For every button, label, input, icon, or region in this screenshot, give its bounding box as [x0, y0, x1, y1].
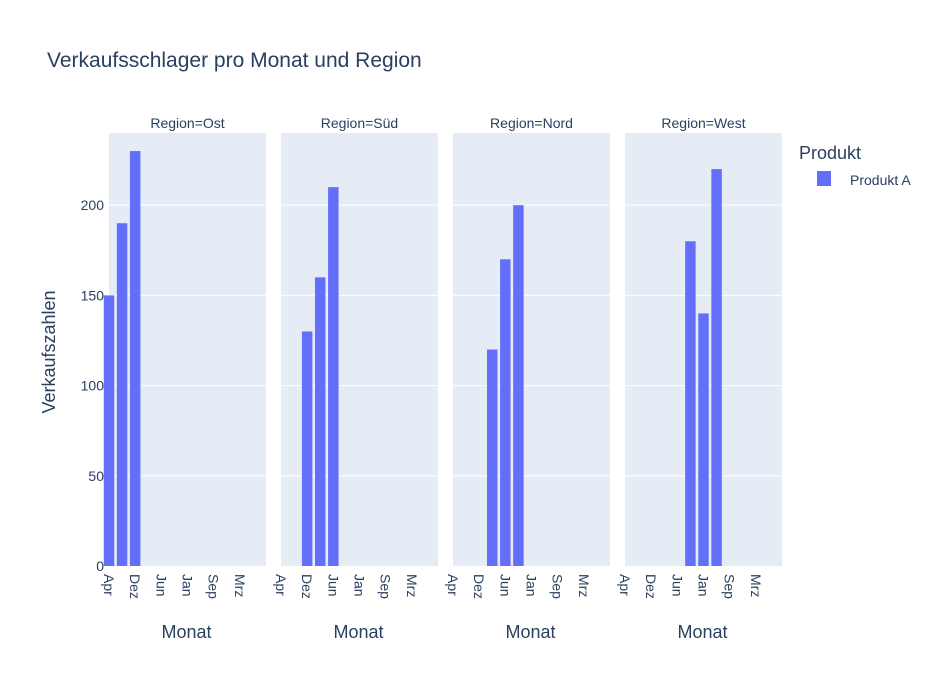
bar	[513, 205, 524, 566]
x-tick-label: Mrz	[748, 574, 764, 597]
bar	[328, 187, 339, 566]
x-tick-label: Mrz	[576, 574, 592, 597]
bar	[698, 313, 709, 566]
facet-1: Region=Ost Apr Dez Jun Jan Sep Mrz Monat	[101, 115, 266, 642]
x-tick-label: Mrz	[404, 574, 420, 597]
facet-3: Region=Nord Apr Dez Jun Jan Sep Mrz Monat	[445, 115, 610, 642]
y-tick-label: 150	[81, 287, 105, 303]
legend-title: Produkt	[799, 143, 861, 163]
x-tick-label: Jun	[669, 574, 685, 597]
facet-title: Region=Süd	[321, 115, 398, 131]
legend: Produkt Produkt A	[799, 143, 911, 188]
x-tick-label: Apr	[273, 574, 289, 596]
y-tick-label: 100	[81, 378, 105, 394]
bar	[711, 169, 722, 567]
facet-title: Region=West	[661, 115, 745, 131]
bar	[500, 259, 511, 566]
legend-swatch	[817, 171, 831, 186]
y-tick-label: 50	[88, 468, 104, 484]
x-axis-title: Monat	[505, 622, 555, 642]
facet-4: Region=West Apr Dez Jun Jan Sep Mrz Monat	[617, 115, 782, 642]
x-axis-title: Monat	[677, 622, 727, 642]
bar	[315, 277, 326, 566]
x-tick-label: Mrz	[232, 574, 248, 597]
x-tick-label: Sep	[550, 574, 566, 599]
y-tick-label: 200	[81, 197, 105, 213]
legend-label: Produkt A	[850, 172, 911, 188]
facet-2: Region=Süd Apr Dez Jun Jan Sep Mrz Monat	[273, 115, 438, 642]
x-tick-label: Apr	[445, 574, 461, 596]
bar	[129, 151, 141, 566]
plot-background	[453, 133, 610, 566]
x-tick-label: Sep	[378, 574, 394, 599]
x-tick-label: Dez	[299, 574, 315, 599]
x-tick-label: Dez	[127, 574, 143, 599]
x-tick-label: Dez	[471, 574, 487, 599]
facet-title: Region=Ost	[150, 115, 224, 131]
bar	[487, 349, 498, 566]
bar	[685, 241, 696, 566]
x-tick-label: Apr	[617, 574, 633, 596]
x-tick-label: Jan	[180, 574, 196, 597]
y-axis-title: Verkaufszahlen	[39, 290, 59, 413]
x-axis-title: Monat	[333, 622, 383, 642]
x-tick-label: Apr	[101, 574, 117, 596]
x-tick-label: Dez	[643, 574, 659, 599]
y-tick-label: 0	[96, 558, 104, 574]
x-tick-label: Sep	[206, 574, 222, 599]
x-tick-label: Jun	[497, 574, 513, 597]
x-axis-title: Monat	[161, 622, 211, 642]
chart-title: Verkaufsschlager pro Monat und Region	[47, 49, 422, 72]
x-tick-label: Jan	[524, 574, 540, 597]
x-tick-label: Jun	[153, 574, 169, 597]
x-tick-label: Jan	[352, 574, 368, 597]
facet-title: Region=Nord	[490, 115, 573, 131]
bar	[116, 223, 128, 567]
bar	[103, 295, 115, 566]
bar	[301, 331, 313, 566]
x-tick-label: Jun	[325, 574, 341, 597]
x-tick-label: Jan	[696, 574, 712, 597]
x-tick-label: Sep	[722, 574, 738, 599]
